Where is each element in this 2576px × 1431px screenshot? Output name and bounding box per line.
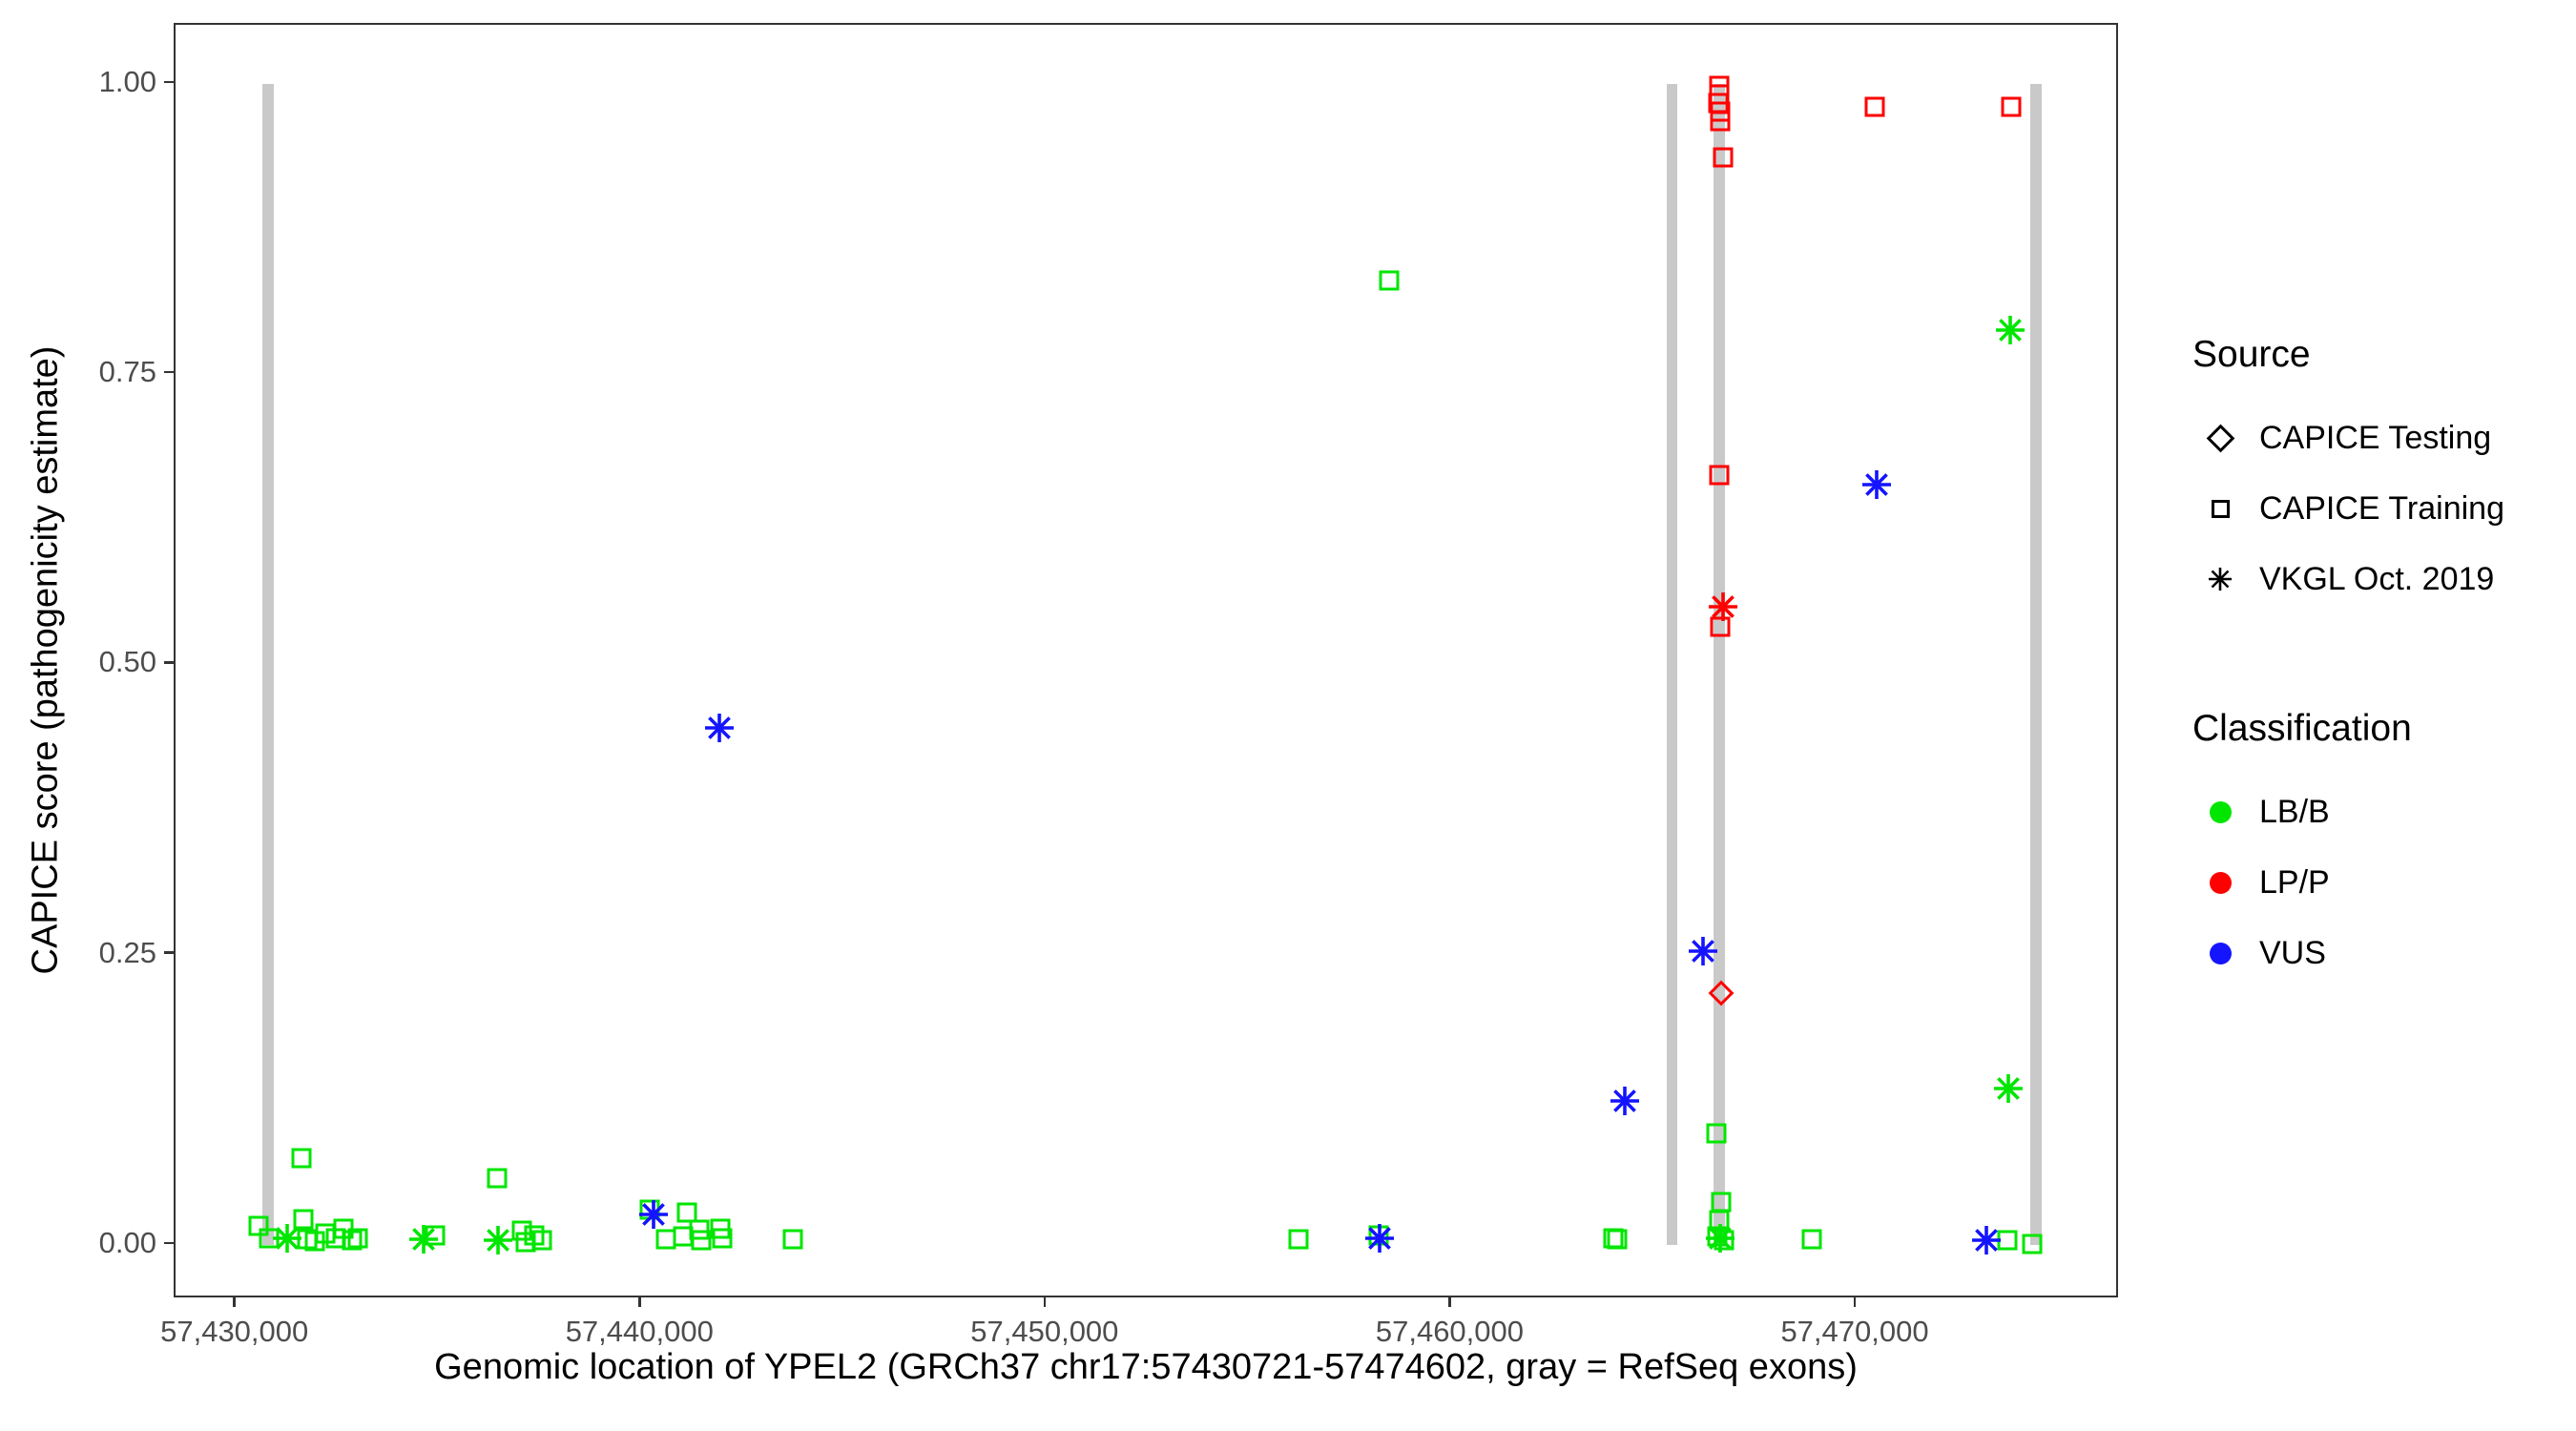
green-dot-icon xyxy=(2192,800,2248,823)
exon-bar xyxy=(2030,84,2042,1245)
data-point-asterisk xyxy=(1609,1085,1641,1117)
blue-dot-icon xyxy=(2192,942,2248,964)
asterisk-icon xyxy=(2192,566,2248,592)
data-point-asterisk xyxy=(1363,1222,1396,1255)
exon-bar xyxy=(262,84,274,1245)
red-dot-icon xyxy=(2192,871,2248,894)
exon-bar xyxy=(1714,84,1725,1245)
x-tick-mark xyxy=(1448,1297,1451,1307)
data-point-asterisk xyxy=(1970,1224,2003,1256)
data-point-square xyxy=(2022,1234,2043,1255)
legend: Source CAPICE Testing CAPICE Training xyxy=(2192,334,2569,988)
data-point-asterisk xyxy=(407,1223,440,1255)
data-point-square xyxy=(511,1220,532,1241)
data-point-square xyxy=(1379,270,1400,291)
data-point-square xyxy=(712,1228,733,1248)
y-axis-title: CAPICE score (pathogenicity estimate) xyxy=(25,345,66,975)
data-point-square xyxy=(689,1219,710,1240)
data-point-asterisk xyxy=(1687,935,1719,967)
data-point-square xyxy=(1711,1192,1732,1213)
legend-item-vus: VUS xyxy=(2192,918,2569,988)
legend-item-lpp: LP/P xyxy=(2192,847,2569,918)
square-icon xyxy=(2192,499,2248,518)
data-point-asterisk xyxy=(703,712,736,744)
data-point-asterisk xyxy=(1707,591,1739,623)
plot-panel xyxy=(174,23,2118,1297)
data-point-square xyxy=(342,1230,363,1251)
y-tick-mark xyxy=(164,80,174,84)
data-point-square xyxy=(676,1202,697,1223)
legend-item-capice-training: CAPICE Training xyxy=(2192,473,2569,544)
legend-item-vkgl: VKGL Oct. 2019 xyxy=(2192,544,2569,614)
legend-section-source: Source CAPICE Testing CAPICE Training xyxy=(2192,334,2569,614)
data-point-square xyxy=(1713,147,1734,168)
data-point-diamond xyxy=(1708,980,1735,1006)
x-tick-label: 57,440,000 xyxy=(565,1315,714,1348)
data-point-square xyxy=(1710,616,1730,637)
y-tick-mark xyxy=(164,951,174,954)
x-tick-mark xyxy=(233,1297,236,1307)
y-tick-label: 1.00 xyxy=(98,65,156,99)
data-point-square xyxy=(1607,1229,1628,1250)
y-tick-label: 0.00 xyxy=(98,1225,156,1259)
x-tick-mark xyxy=(1853,1297,1857,1307)
data-point-square xyxy=(248,1215,269,1236)
y-tick-label: 0.50 xyxy=(98,645,156,679)
legend-title-source: Source xyxy=(2192,334,2311,375)
data-point-asterisk xyxy=(271,1222,303,1255)
data-point-asterisk xyxy=(482,1224,514,1256)
x-tick-mark xyxy=(1043,1297,1047,1307)
data-point-square xyxy=(1709,465,1730,486)
data-point-square xyxy=(1714,1230,1735,1251)
data-point-square xyxy=(291,1148,312,1169)
y-tick-mark xyxy=(164,370,174,374)
diamond-icon xyxy=(2192,424,2248,452)
data-point-square xyxy=(2001,96,2022,117)
data-point-square xyxy=(691,1230,712,1251)
legend-item-label: VKGL Oct. 2019 xyxy=(2259,560,2495,597)
y-tick-mark xyxy=(164,661,174,664)
x-tick-label: 57,470,000 xyxy=(1780,1315,1929,1348)
y-tick-label: 0.25 xyxy=(98,935,156,969)
data-point-asterisk xyxy=(637,1198,670,1231)
legend-item-label: LP/P xyxy=(2259,863,2330,901)
legend-item-lbb: LB/B xyxy=(2192,777,2569,847)
data-point-square xyxy=(347,1228,368,1248)
data-point-square xyxy=(293,1209,314,1230)
data-point-square xyxy=(782,1229,803,1250)
x-tick-mark xyxy=(638,1297,641,1307)
data-point-square xyxy=(531,1230,552,1251)
legend-item-label: VUS xyxy=(2259,934,2326,971)
data-point-square xyxy=(1288,1229,1309,1250)
x-tick-label: 57,460,000 xyxy=(1375,1315,1525,1348)
legend-item-label: LB/B xyxy=(2259,793,2330,830)
data-point-asterisk xyxy=(1860,468,1893,501)
data-point-square xyxy=(1710,111,1731,132)
legend-item-label: CAPICE Training xyxy=(2259,489,2504,527)
data-point-square xyxy=(1864,96,1885,117)
legend-section-classification: Classification LB/B LP/P VUS xyxy=(2192,708,2569,988)
data-point-square xyxy=(1801,1229,1822,1250)
data-point-asterisk xyxy=(1992,1072,2025,1105)
y-tick-label: 0.75 xyxy=(98,355,156,389)
data-point-asterisk xyxy=(1704,1222,1736,1255)
legend-title-classification: Classification xyxy=(2192,708,2412,749)
legend-item-label: CAPICE Testing xyxy=(2259,419,2492,456)
y-tick-mark xyxy=(164,1241,174,1245)
x-tick-label: 57,430,000 xyxy=(160,1315,309,1348)
x-axis-title: Genomic location of YPEL2 (GRCh37 chr17:… xyxy=(434,1347,1858,1387)
legend-item-capice-testing: CAPICE Testing xyxy=(2192,403,2569,473)
data-point-square xyxy=(1706,1123,1727,1144)
x-tick-label: 57,450,000 xyxy=(970,1315,1119,1348)
data-point-square xyxy=(487,1168,508,1189)
exon-bar xyxy=(1666,84,1678,1245)
data-point-asterisk xyxy=(1994,314,2026,346)
